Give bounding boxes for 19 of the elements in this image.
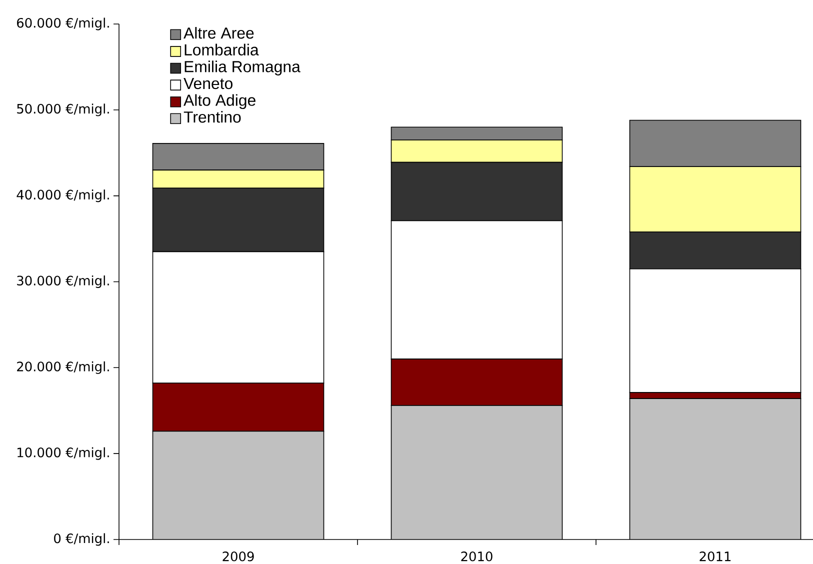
y-tick-label: 40.000 €/migl. [16,190,109,202]
legend-label: Veneto [184,78,232,90]
bar [152,431,324,540]
y-tick-label: 30.000 €/migl. [17,275,109,288]
bar [391,405,562,540]
y-tick-label: 0 €/migl. [54,533,109,546]
legend-label: Alto Adige [184,94,256,110]
y-tick-label: 10.000 €/migl. [18,447,109,460]
y-tick-label: 60.000 €/migl. [17,18,109,30]
x-tick-label: 2010 [461,552,492,562]
x-tick-label: 2011 [700,552,731,562]
y-tick-label: 20.000 €/migl. [17,361,109,374]
x-tick-label: 2009 [222,552,254,562]
legend-label: Trentino [184,111,241,123]
bar [629,398,802,540]
legend-label: Altre Aree [184,27,254,39]
y-tick-label: 50.000 €/migl. [17,104,109,116]
legend-label: Emilia Romagna [184,60,300,76]
legend-label: Lombardia [184,44,259,56]
